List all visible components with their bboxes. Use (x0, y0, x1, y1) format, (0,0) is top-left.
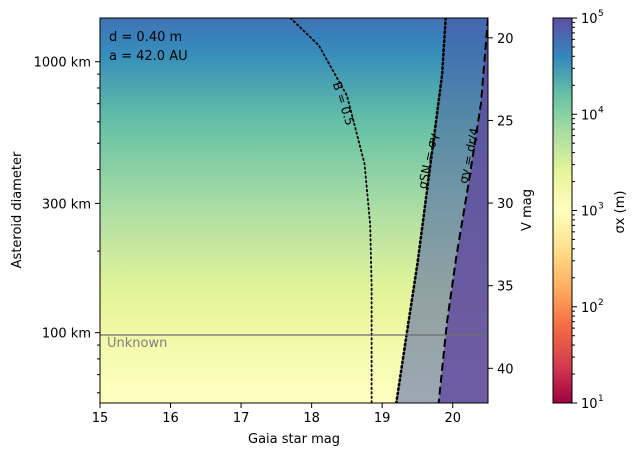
heatmap-overlays (396, 18, 488, 403)
annotation-line1: d = 0.40 m (109, 30, 182, 45)
x-tick-label: 15 (92, 411, 109, 426)
annotation-line2: a = 42.0 AU (109, 49, 188, 64)
x-axis: 15 16 17 18 19 20 (92, 403, 461, 426)
x-tick-label: 19 (374, 411, 391, 426)
cb-tick-exponent: 2 (598, 298, 604, 308)
y-axis-right: 20 25 30 35 40 (488, 32, 514, 377)
y-right-tick-label: 20 (497, 32, 514, 47)
y-right-tick-label: 35 (497, 280, 514, 295)
colorbar-label: σx (m) (613, 191, 628, 234)
y-right-tick-label: 40 (497, 362, 514, 377)
y-axis-left-label: Asteroid diameter (10, 151, 25, 268)
saturated-region (438, 18, 488, 403)
contour-2 (437, 18, 488, 403)
y-left-tick-label: 300 km (42, 197, 91, 212)
y-axis-right-label: V mag (520, 189, 535, 231)
x-tick-label: 20 (444, 411, 461, 426)
y-axis-left: 1000 km 300 km 100 km (34, 56, 100, 394)
contour-0 (289, 18, 373, 403)
colorbar-bar (552, 17, 573, 404)
cb-tick-exponent: 1 (598, 394, 604, 404)
x-axis-label: Gaia star mag (248, 432, 340, 447)
cb-tick-label: 10 (581, 397, 598, 412)
cb-tick-label: 10 (581, 108, 598, 123)
unknown-label: Unknown (107, 336, 167, 351)
x-tick-label: 16 (162, 411, 179, 426)
cb-tick-label: 10 (581, 12, 598, 27)
x-tick-label: 18 (303, 411, 320, 426)
x-tick-label: 17 (233, 411, 250, 426)
plot-frame (99, 17, 489, 404)
cb-tick-exponent: 4 (598, 105, 604, 115)
cb-tick-exponent: 3 (598, 202, 604, 212)
y-left-tick-label: 1000 km (34, 56, 91, 71)
cb-tick-label: 10 (581, 205, 598, 220)
cb-tick-label: 10 (581, 301, 598, 316)
cb-tick-exponent: 5 (598, 9, 604, 19)
y-right-tick-label: 25 (497, 114, 514, 129)
contour-1 (394, 18, 447, 403)
y-right-tick-label: 30 (497, 197, 514, 212)
faint-limit-strip (396, 18, 488, 403)
y-left-tick-label: 100 km (42, 327, 91, 342)
annotation: d = 0.40 m a = 42.0 AU (109, 30, 188, 64)
